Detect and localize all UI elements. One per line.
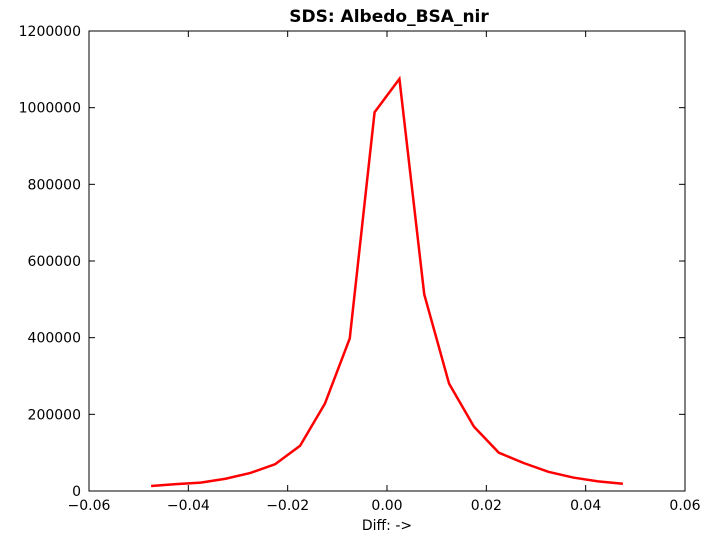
plot-area (88, 30, 686, 492)
y-tick-label: 400000 (28, 331, 81, 347)
x-tick-label: 0.06 (669, 498, 700, 514)
series-line (150, 75, 624, 488)
x-tick-label: −0.06 (68, 498, 111, 514)
y-tick-label: 600000 (28, 254, 81, 270)
y-tick-label: 800000 (28, 177, 81, 193)
x-axis-label: Diff: -> (362, 518, 412, 534)
y-tick-label: 200000 (28, 407, 81, 423)
y-tick-label: 1200000 (19, 24, 81, 40)
x-tick-label: 0.02 (471, 498, 502, 514)
x-tick-label: 0.00 (371, 498, 402, 514)
series-layer (150, 75, 624, 488)
chart-title: SDS: Albedo_BSA_nir (289, 7, 489, 27)
x-axis: −0.06 −0.04 −0.02 0.00 0.02 0.04 0.06 (68, 31, 701, 514)
y-tick-label: 1000000 (19, 101, 81, 117)
y-tick-label: 0 (72, 484, 81, 500)
x-tick-label: 0.04 (570, 498, 601, 514)
y-axis: 0 200000 400000 600000 800000 1000000 1200000 (19, 24, 685, 500)
x-tick-label: −0.04 (167, 498, 210, 514)
x-tick-label: −0.02 (266, 498, 309, 514)
